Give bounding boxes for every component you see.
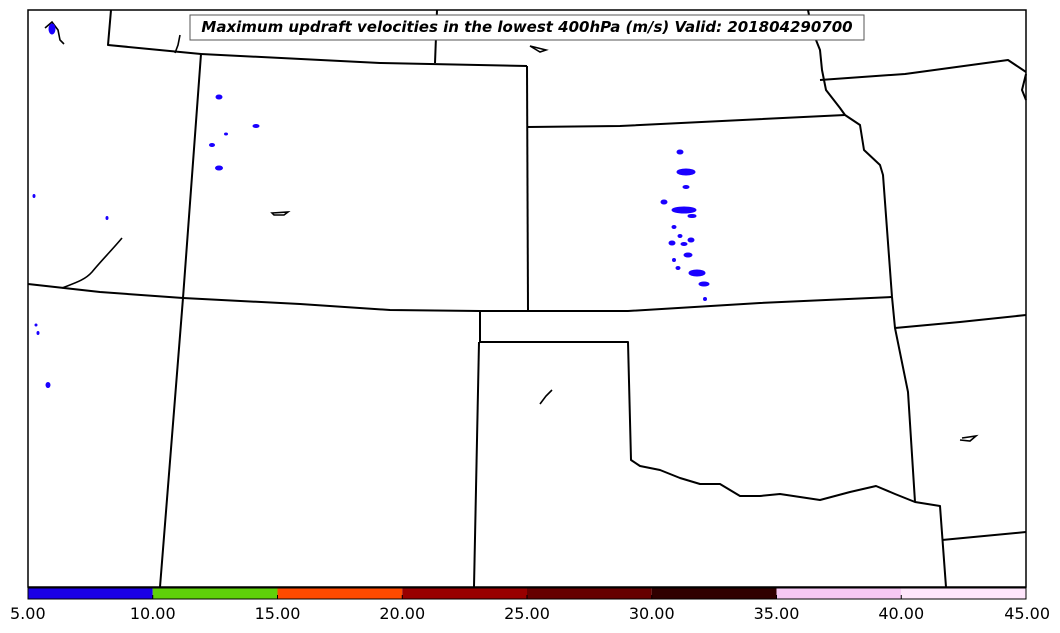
updraft-cell	[215, 94, 223, 100]
updraft-cell	[209, 143, 215, 147]
updraft-cell	[215, 165, 223, 171]
title-box	[189, 14, 865, 41]
colorbar-tick-label: 15.00	[255, 604, 301, 623]
colorbar-tick-label: 35.00	[754, 604, 800, 623]
colorbar-bin	[776, 588, 902, 599]
updraft-cell	[687, 214, 697, 218]
updraft-cell	[683, 252, 693, 258]
updraft-cell	[671, 206, 697, 214]
updraft-cells	[32, 23, 710, 388]
colorbar-bin	[901, 588, 1026, 599]
state-boundaries	[27, 9, 1027, 588]
colorbar: 5.00 10.00 15.00 20.00 25.00 30.00 35.00 40.00 4…	[10, 587, 1050, 623]
colorbar-bin	[527, 588, 652, 599]
lake-idaho	[44, 20, 65, 45]
colorbar-tick-label: 5.00	[10, 604, 46, 623]
updraft-cell	[682, 185, 690, 189]
updraft-cell	[676, 168, 696, 176]
reservoir-texas	[959, 434, 979, 442]
boundary-iowa-missouri	[819, 59, 1027, 81]
updraft-cell	[252, 124, 260, 128]
colorbar-tick-label: 10.00	[130, 604, 176, 623]
boundary-nebraska-kansas	[527, 114, 846, 128]
updraft-cell	[680, 242, 688, 246]
colorbar-tick-label: 40.00	[878, 604, 924, 623]
colorbar-bin	[277, 588, 403, 599]
colorbar-bin	[28, 588, 153, 599]
boundary-arkansas-louisiana	[941, 531, 1027, 541]
updraft-cell	[698, 281, 710, 287]
boundary-kansas-missouri	[844, 114, 893, 298]
boundary-missouri-arkansas	[894, 314, 1027, 329]
reservoir-wyoming	[270, 211, 291, 216]
river-idaho	[174, 34, 181, 54]
colorbar-tick-label: 45.00	[1004, 604, 1050, 623]
updraft-cell	[676, 149, 684, 155]
updraft-cell	[672, 258, 676, 262]
updraft-cell	[45, 382, 51, 388]
boundary-idaho-wyoming	[107, 9, 202, 55]
updraft-cell	[688, 269, 706, 277]
reservoir-nm	[539, 389, 553, 405]
boundary-oklahoma-panhandle	[479, 341, 947, 588]
updraft-cell	[671, 225, 677, 229]
colorbar-bin	[651, 588, 777, 599]
colorbar-tick-label: 25.00	[504, 604, 550, 623]
updraft-cell	[668, 240, 676, 246]
colorbar-tick-label: 20.00	[379, 604, 425, 623]
updraft-cell	[677, 234, 683, 238]
boundary-nebraska-colorado	[526, 65, 529, 312]
boundary-oklahoma-east	[891, 296, 916, 503]
updraft-cell	[48, 23, 56, 35]
colorbar-tick-label: 30.00	[629, 604, 675, 623]
updraft-cell	[703, 297, 707, 301]
updraft-cell	[224, 132, 228, 136]
reservoir-sd	[529, 45, 549, 53]
boundary-arizona-utah	[27, 283, 893, 312]
updraft-cell	[34, 323, 38, 327]
boundary-mississippi-river	[1021, 73, 1027, 101]
updraft-cell	[105, 216, 109, 220]
updraft-cell	[660, 199, 668, 205]
updraft-cell	[687, 237, 695, 243]
updraft-cell	[675, 266, 681, 270]
boundary-newmexico-east	[473, 341, 480, 588]
map-title: Maximum updraft velocities in the lowest…	[201, 18, 852, 36]
great-salt-lake	[61, 237, 123, 289]
colorbar-bin	[152, 588, 278, 599]
colorbar-bin	[402, 588, 527, 599]
updraft-cell	[36, 331, 40, 335]
updraft-cell	[32, 194, 36, 198]
lakes	[44, 20, 979, 442]
boundary-wyoming-south	[200, 53, 528, 67]
